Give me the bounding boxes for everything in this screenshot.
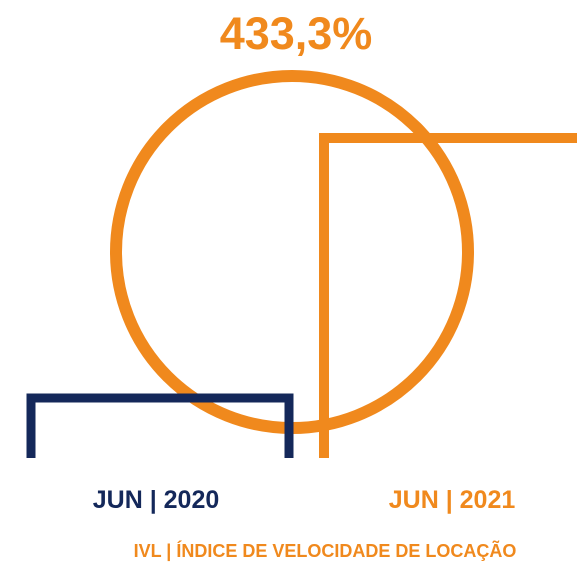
change-percentage-label: 433,3%: [220, 8, 373, 59]
bar-jun-2020: [26, 393, 294, 458]
category-label-jun-2020: JUN | 2020: [93, 486, 220, 514]
category-label-jun-2021: JUN | 2021: [389, 486, 516, 514]
growth-circle-decoration: [110, 70, 474, 434]
bar-jun-2021: [319, 133, 577, 458]
chart-caption: IVL | ÍNDICE DE VELOCIDADE DE LOCAÇÃO: [134, 540, 517, 561]
